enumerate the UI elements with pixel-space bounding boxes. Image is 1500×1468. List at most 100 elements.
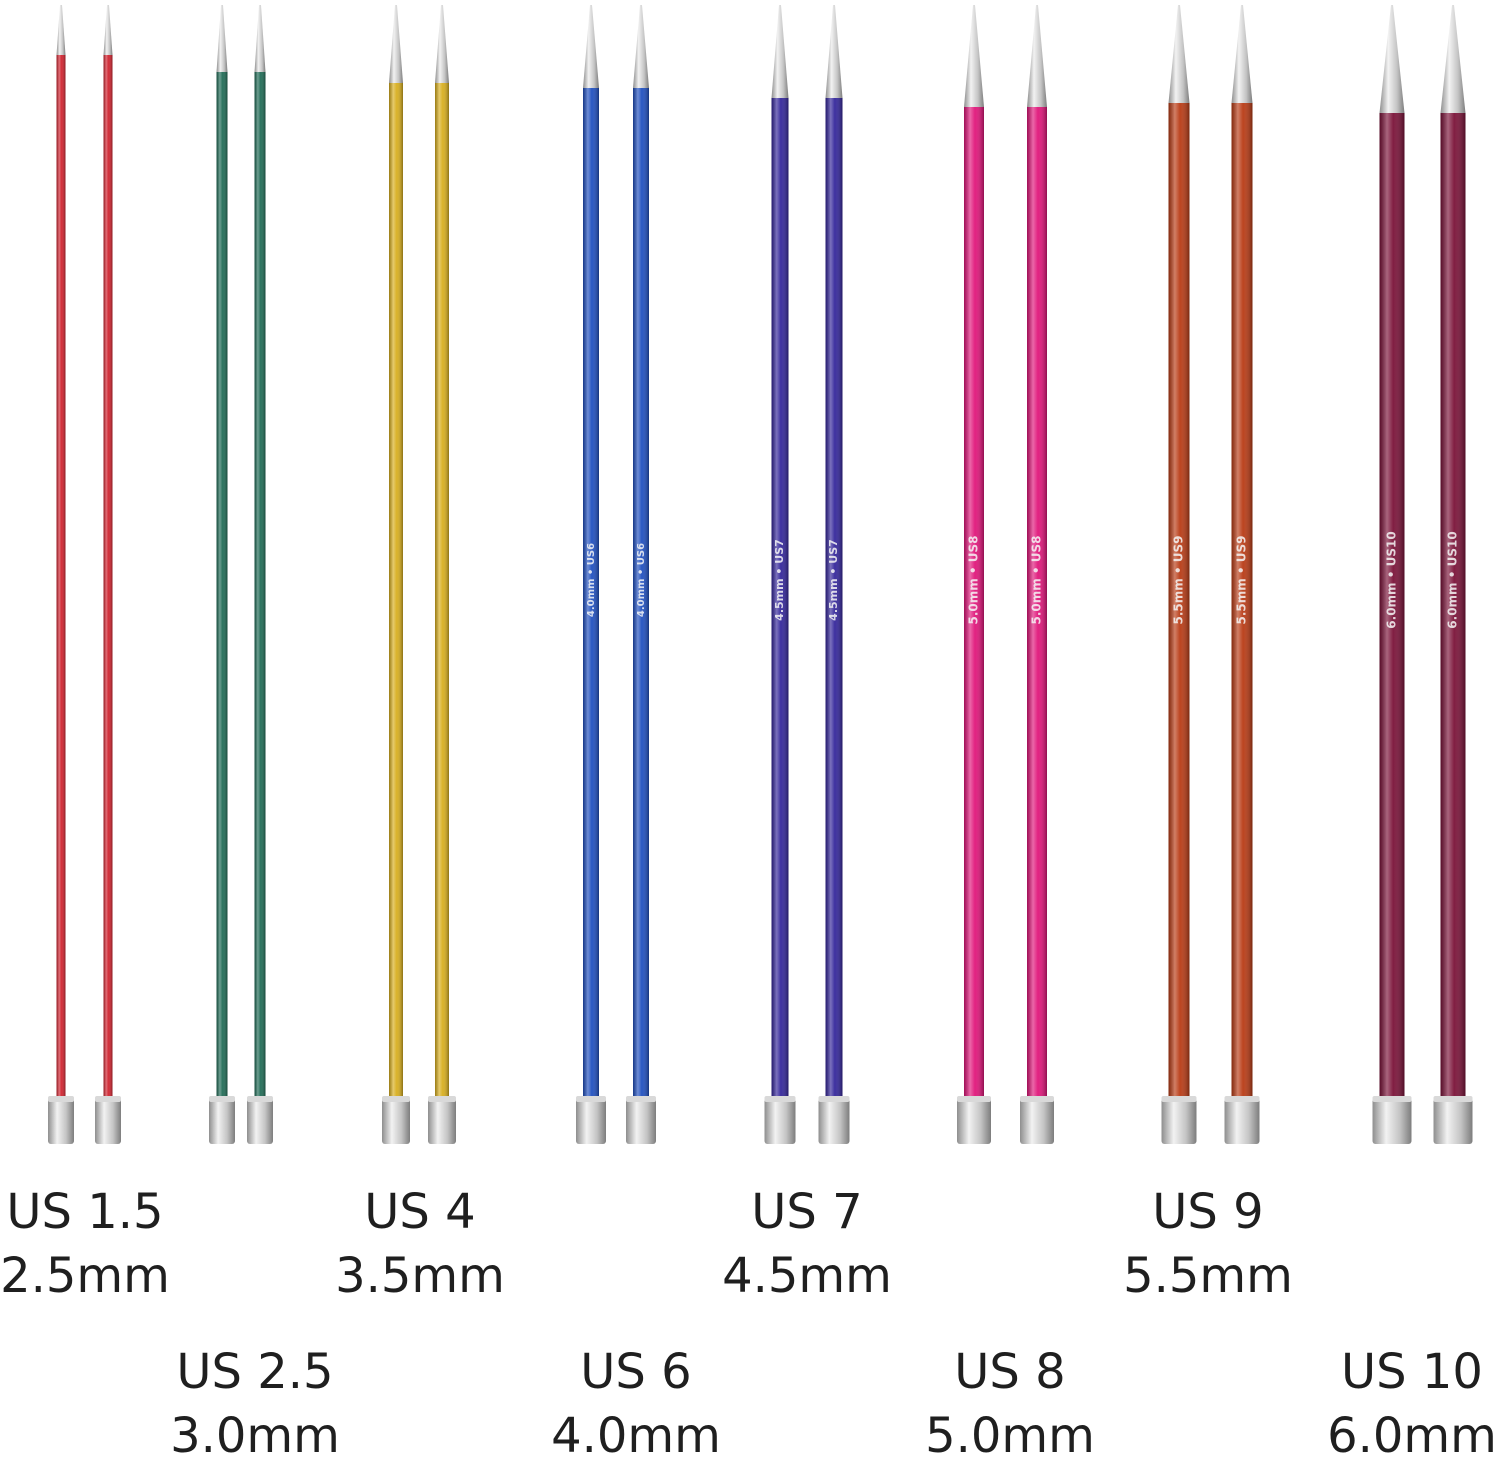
needle-end-cap (1372, 1096, 1412, 1144)
needle-tip (1231, 5, 1253, 103)
mm-size: 4.0mm (551, 1408, 721, 1464)
mm-size: 2.5mm (0, 1248, 170, 1304)
needle-end-cap-rim (1020, 1096, 1054, 1102)
needle-end-cap-rim (626, 1096, 656, 1102)
needle-end-cap (1020, 1096, 1054, 1144)
needle-shaft-shine (1027, 107, 1047, 1100)
needle-end-cap (1161, 1096, 1197, 1144)
knitting-needle (95, 5, 121, 1144)
needle-end-cap-rim (576, 1096, 606, 1102)
needle-end-cap (95, 1096, 121, 1144)
needle-end-cap (209, 1096, 235, 1144)
size-label-us9: US 9 5.5mm (1028, 1180, 1388, 1308)
knitting-needle: 5.5mm • US9 (1161, 5, 1197, 1144)
needle-end-cap-rim (428, 1096, 456, 1102)
needle-end-cap-rim (95, 1096, 121, 1102)
needle-shaft-shine (1231, 103, 1253, 1100)
needle-tip (1379, 5, 1405, 113)
needle-size-marking: 4.5mm • US7 (827, 539, 840, 621)
needle-shaft-shine (1379, 113, 1405, 1100)
mm-size: 6.0mm (1327, 1408, 1497, 1464)
needle-tip (964, 5, 984, 107)
needle-end-cap (1224, 1096, 1260, 1144)
size-label-us1-5: US 1.5 2.5mm (0, 1180, 265, 1308)
needle-end-cap (1433, 1096, 1473, 1144)
needle-shaft-shine (633, 88, 649, 1100)
needle-shaft-shine (583, 88, 599, 1100)
needle-end-cap-rim (764, 1096, 796, 1102)
needle-size-marking: 4.0mm • US6 (636, 543, 647, 617)
needle-shaft-shine (825, 98, 843, 1100)
size-label-us4: US 4 3.5mm (240, 1180, 600, 1308)
knitting-needle: 6.0mm • US10 (1372, 5, 1412, 1144)
us-size: US 2.5 (176, 1344, 334, 1400)
needle-end-cap-rim (1224, 1096, 1260, 1102)
mm-size: 5.0mm (925, 1408, 1095, 1464)
needle-tip (771, 5, 789, 98)
needle-end-cap-rim (48, 1096, 74, 1102)
needle-shaft-shine (1440, 113, 1466, 1100)
needle-end-cap (382, 1096, 410, 1144)
needle-end-cap (626, 1096, 656, 1144)
needle-shaft-shine (771, 98, 789, 1100)
needle-end-cap-rim (382, 1096, 410, 1102)
needle-end-cap-rim (247, 1096, 273, 1102)
mm-size: 3.5mm (335, 1248, 505, 1304)
needle-end-cap (247, 1096, 273, 1144)
knitting-needle (428, 5, 456, 1144)
needle-tip (254, 5, 266, 72)
size-label-us8: US 8 5.0mm (830, 1340, 1190, 1468)
needle-size-marking: 5.0mm • US8 (1030, 535, 1044, 624)
needle-size-marking: 6.0mm • US10 (1446, 531, 1460, 628)
needle-end-cap-rim (1372, 1096, 1412, 1102)
needle-shaft-shine (216, 72, 228, 1100)
size-label-us6: US 6 4.0mm (456, 1340, 816, 1468)
knitting-needle: 4.0mm • US6 (576, 5, 606, 1144)
needle-tip (1027, 5, 1047, 107)
needle-end-cap (957, 1096, 991, 1144)
knitting-needle (209, 5, 235, 1144)
needle-shaft-shine (435, 83, 449, 1100)
us-size: US 10 (1341, 1344, 1483, 1400)
needle-size-marking: 4.5mm • US7 (773, 539, 786, 621)
needle-shaft-shine (254, 72, 266, 1100)
knitting-needle (247, 5, 273, 1144)
needle-tip (389, 5, 403, 83)
needle-tip (825, 5, 843, 98)
knitting-needle: 4.0mm • US6 (626, 5, 656, 1144)
needle-shaft-shine (1168, 103, 1190, 1100)
needle-size-marking: 5.5mm • US9 (1172, 535, 1186, 624)
needle-end-cap-rim (1433, 1096, 1473, 1102)
us-size: US 6 (580, 1344, 692, 1400)
needle-tip (1168, 5, 1190, 103)
us-size: US 1.5 (6, 1184, 164, 1240)
mm-size: 3.0mm (170, 1408, 340, 1464)
knitting-needle: 5.0mm • US8 (1020, 5, 1054, 1144)
needle-end-cap (764, 1096, 796, 1144)
needle-tip (216, 5, 228, 72)
needle-size-marking: 4.0mm • US6 (586, 543, 597, 617)
needle-end-cap-rim (818, 1096, 850, 1102)
needle-tip (1440, 5, 1466, 113)
mm-size: 4.5mm (722, 1248, 892, 1304)
needle-tip (633, 5, 649, 88)
us-size: US 4 (364, 1184, 476, 1240)
knitting-needle: 5.0mm • US8 (957, 5, 991, 1144)
needle-shaft-shine (964, 107, 984, 1100)
needle-size-marking: 5.0mm • US8 (967, 535, 981, 624)
needle-end-cap-rim (957, 1096, 991, 1102)
needle-size-marking: 5.5mm • US9 (1235, 535, 1249, 624)
us-size: US 9 (1152, 1184, 1264, 1240)
needle-end-cap-rim (1161, 1096, 1197, 1102)
knitting-needle (382, 5, 410, 1144)
needle-end-cap (576, 1096, 606, 1144)
needle-end-cap (818, 1096, 850, 1144)
size-label-us2-5: US 2.5 3.0mm (75, 1340, 435, 1468)
knitting-needle: 6.0mm • US10 (1433, 5, 1473, 1144)
knitting-needle (48, 5, 74, 1144)
needle-tip (583, 5, 599, 88)
us-size: US 7 (751, 1184, 863, 1240)
needle-end-cap (428, 1096, 456, 1144)
needle-shaft-shine (103, 55, 113, 1100)
knitting-needle: 4.5mm • US7 (818, 5, 850, 1144)
